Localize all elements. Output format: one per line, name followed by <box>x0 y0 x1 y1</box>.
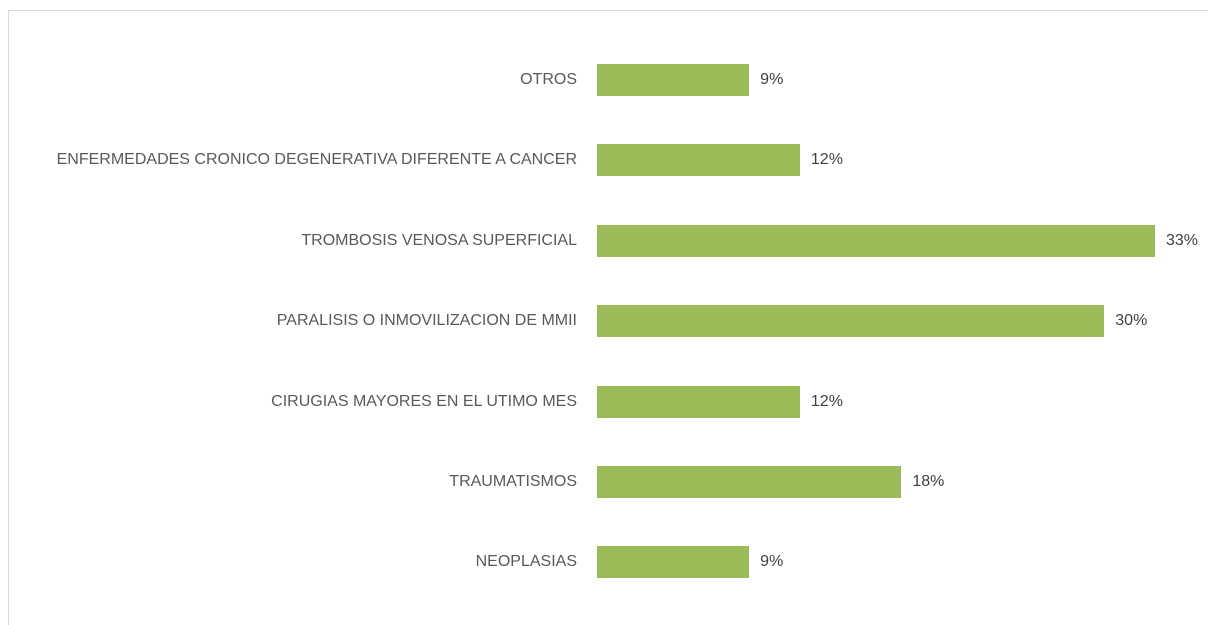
bar <box>597 144 800 177</box>
category-label: TROMBOSIS VENOSA SUPERFICIAL <box>301 231 577 249</box>
value-label: 18% <box>912 473 945 490</box>
category-label: TRAUMATISMOS <box>449 473 577 490</box>
category-label: NEOPLASIAS <box>475 553 577 571</box>
bar <box>597 546 750 579</box>
chart-frame <box>8 10 1208 625</box>
value-label: 9% <box>760 71 784 88</box>
value-label: 9% <box>760 553 784 571</box>
category-label: ENFERMEDADES CRONICO DEGENERATIVA DIFERE… <box>56 151 577 169</box>
bar <box>597 466 902 498</box>
value-label: 30% <box>1115 312 1148 330</box>
category-label: OTROS <box>520 71 577 88</box>
value-label: 12% <box>810 151 843 169</box>
category-label: CIRUGIAS MAYORES EN EL UTIMO MES <box>271 392 577 410</box>
bar <box>597 385 800 418</box>
value-label: 33% <box>1166 231 1199 249</box>
bar <box>597 64 750 96</box>
bar <box>597 224 1155 257</box>
value-label: 12% <box>810 392 843 410</box>
bar <box>597 305 1105 338</box>
category-label: PARALISIS O INMOVILIZACION DE MMII <box>276 312 577 330</box>
